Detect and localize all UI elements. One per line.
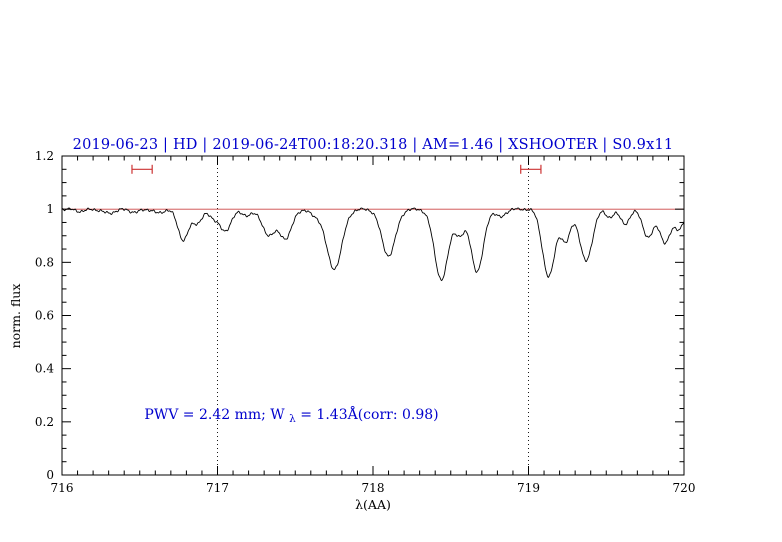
y-tick-label: 0.2 [35, 415, 54, 429]
x-axis-label: λ(AA) [355, 497, 391, 512]
pwv-annotation-post: = 1.43Å(corr: 0.98) [300, 405, 438, 423]
spectrum-curve [61, 207, 685, 282]
x-tick-label: 716 [51, 481, 74, 495]
x-tick-label: 720 [673, 481, 696, 495]
y-axis-label: norm. flux [8, 284, 23, 349]
pwv-annotation: PWV = 2.42 mm; W λ = 1.43Å(corr: 0.98) [144, 405, 438, 426]
band-markers [131, 164, 542, 174]
band-marker [131, 164, 153, 174]
plot-title: 2019-06-23 | HD | 2019-06-24T00:18:20.31… [73, 137, 674, 153]
plot-frame [61, 155, 685, 476]
y-tick-label: 0 [46, 468, 54, 482]
y-tick-label: 1.2 [35, 149, 54, 163]
pwv-annotation-subscript: λ [289, 413, 296, 425]
y-tick-label: 0.4 [35, 362, 54, 376]
y-tick-label: 0.6 [35, 309, 54, 323]
x-tick-label: 719 [517, 481, 540, 495]
x-tick-labels: 716 717 718 719 720 [51, 481, 696, 495]
axis-ticks [61, 155, 685, 476]
x-tick-label: 717 [206, 481, 229, 495]
y-tick-labels: 0 0.2 0.4 0.6 0.8 1 1.2 [35, 149, 54, 482]
x-tick-label: 718 [362, 481, 385, 495]
spectrum-line [61, 207, 685, 282]
y-tick-label: 1 [46, 202, 54, 216]
pwv-annotation-pre: PWV = 2.42 mm; W [144, 407, 285, 423]
y-tick-label: 0.8 [35, 255, 54, 269]
reference-lines [62, 156, 684, 475]
band-marker [520, 164, 542, 174]
